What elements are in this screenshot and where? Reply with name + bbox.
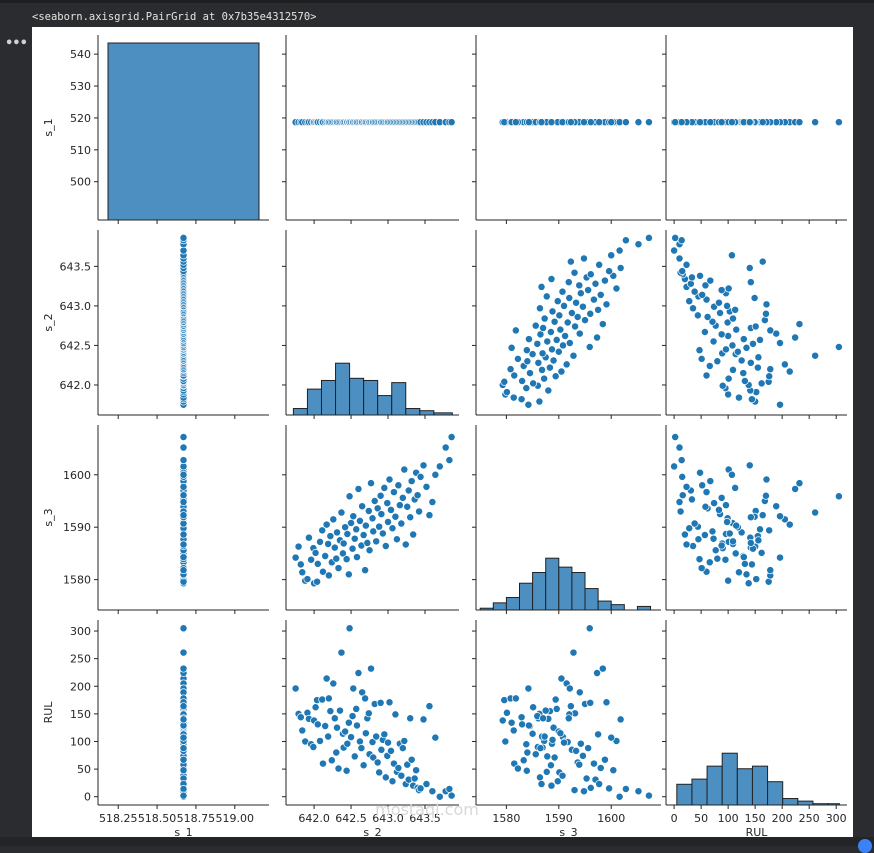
- ellipsis-icon[interactable]: •••: [5, 36, 28, 51]
- x-tick-label: 518.25: [99, 812, 138, 825]
- bottom-bar: [0, 837, 874, 846]
- x-tick-label: 642.0: [298, 812, 330, 825]
- x-axis-label: s_2: [363, 826, 381, 837]
- y-tick-label: 642.0: [60, 379, 92, 392]
- y-tick-label: 250: [70, 653, 91, 666]
- x-tick-label: 200: [772, 812, 793, 825]
- panel-s_2-vs-s_3: [472, 230, 661, 419]
- x-tick-label: 519.00: [216, 812, 255, 825]
- x-tick-label: 100: [718, 812, 739, 825]
- y-axis-label: s_1: [42, 118, 55, 136]
- watermark: mostaql.com: [375, 800, 479, 819]
- y-tick-label: 1590: [63, 521, 91, 534]
- y-tick-label: 500: [70, 176, 91, 189]
- y-tick-label: 643.5: [60, 260, 92, 273]
- panel-s_2-vs-RUL: [662, 230, 847, 419]
- y-tick-label: 0: [84, 791, 91, 804]
- y-tick-label: 520: [70, 112, 91, 125]
- top-border: [0, 0, 874, 3]
- pairgrid-figure: 500 510 520 530 540 s_1 642.0 642.5 643.0 643.5 s_…: [32, 27, 853, 837]
- y-axis-label: s_3: [42, 508, 55, 526]
- y-tick-label: 540: [70, 48, 91, 61]
- panel-s_3-vs-s_2: [282, 425, 459, 614]
- panel-s_2-vs-s_1: 642.0 642.5 643.0 643.5 s_2: [42, 230, 269, 419]
- panel-RUL-vs-RUL: 0 50 100 150 200 250 300 RUL: [662, 620, 847, 837]
- panel-s_1-vs-s_3: [472, 35, 661, 224]
- y-axis-label: RUL: [42, 701, 55, 724]
- panel-s_1-vs-s_2: [282, 35, 459, 224]
- x-tick-label: 642.5: [335, 812, 367, 825]
- y-tick-label: 510: [70, 144, 91, 157]
- y-tick-label: 1600: [63, 469, 91, 482]
- cell-output-text: <seaborn.axisgrid.PairGrid at 0x7b35e431…: [32, 11, 317, 23]
- panel-s_3-vs-RUL: [662, 425, 847, 614]
- x-tick-label: 300: [826, 812, 847, 825]
- x-tick-label: 518.50: [138, 812, 177, 825]
- pairplot-svg: 500510520530540s_1642.0642.5643.0643.5s_…: [42, 35, 847, 837]
- cell-gutter: •••: [0, 0, 28, 846]
- y-tick-label: 200: [70, 680, 91, 693]
- y-tick-label: 643.0: [60, 300, 92, 313]
- y-tick-label: 1580: [63, 574, 91, 587]
- x-axis-label: s_3: [559, 826, 577, 837]
- y-tick-label: 300: [70, 625, 91, 638]
- panel-RUL-vs-s_2: 642.0 642.5 643.0 643.5 s_2: [282, 620, 459, 837]
- y-tick-label: 530: [70, 80, 91, 93]
- x-tick-label: 1580: [492, 812, 520, 825]
- x-tick-label: 518.75: [177, 812, 216, 825]
- y-axis-label: s_2: [42, 313, 55, 331]
- x-tick-label: 50: [694, 812, 708, 825]
- panel-s_3-vs-s_1: 1580 1590 1600 s_3: [42, 425, 269, 614]
- x-tick-label: 150: [745, 812, 766, 825]
- panel-s_3-vs-s_3: [472, 425, 661, 614]
- panel-RUL-vs-s_3: 1580 1590 1600 s_3: [472, 620, 661, 837]
- x-tick-label: 643.5: [409, 812, 441, 825]
- panel-s_1-vs-s_1: 500 510 520 530 540 s_1: [42, 35, 269, 224]
- x-tick-label: 1600: [597, 812, 625, 825]
- panel-s_2-vs-s_2: [282, 230, 459, 419]
- scroll-indicator[interactable]: [858, 839, 872, 853]
- y-tick-label: 50: [77, 763, 91, 776]
- x-tick-label: 250: [799, 812, 820, 825]
- y-tick-label: 642.5: [60, 339, 92, 352]
- x-tick-label: 643.0: [372, 812, 404, 825]
- y-tick-label: 150: [70, 708, 91, 721]
- x-tick-label: 1590: [545, 812, 573, 825]
- panel-s_1-vs-RUL: [662, 35, 847, 224]
- x-axis-label: s_1: [174, 826, 192, 837]
- panel-RUL-vs-s_1: 0 50 100 150 200 250 300 518.25 518.50 518.75 519.…: [42, 620, 269, 837]
- y-tick-label: 100: [70, 735, 91, 748]
- x-axis-label: RUL: [746, 826, 769, 837]
- x-tick-label: 0: [671, 812, 678, 825]
